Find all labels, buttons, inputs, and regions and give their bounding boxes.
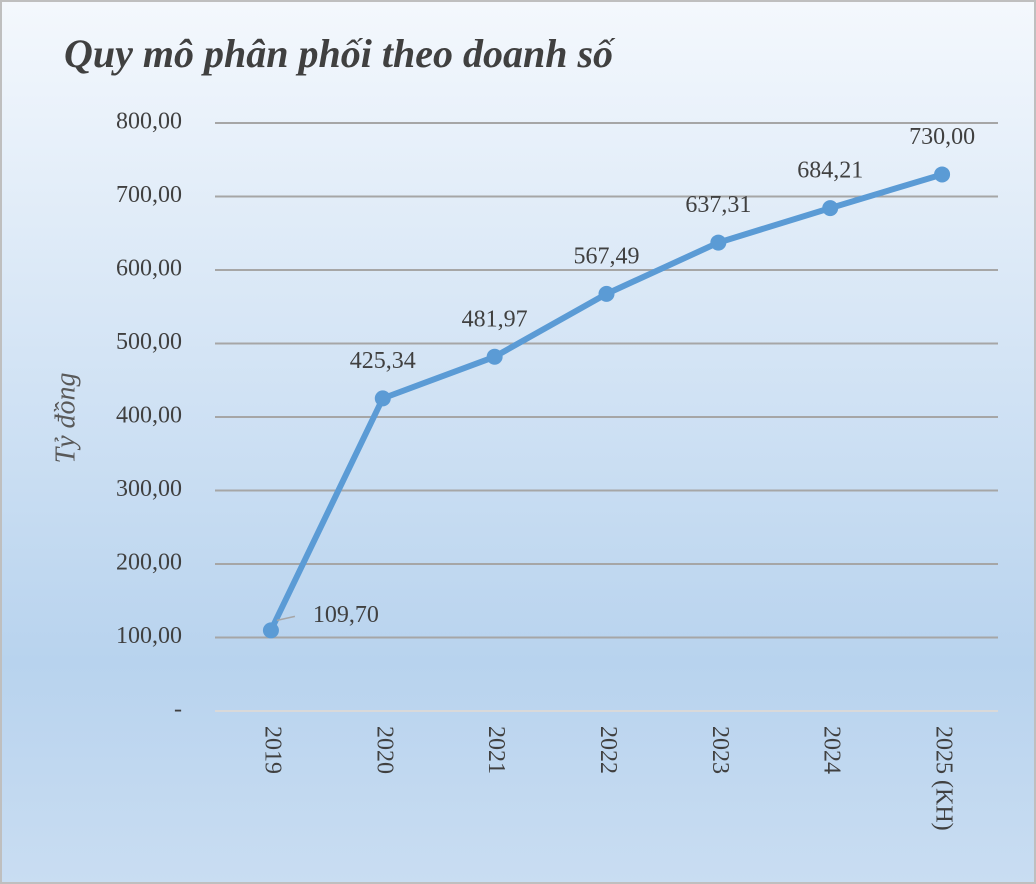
data-label: 637,31 xyxy=(685,192,751,218)
y-tick-label: - xyxy=(174,697,182,723)
data-point xyxy=(598,285,615,302)
y-axis-label: Tỷ đồng xyxy=(50,373,81,464)
data-label: 567,49 xyxy=(574,243,640,269)
y-tick-label: 300,00 xyxy=(116,476,182,502)
x-tick-label: 2021 xyxy=(483,726,509,774)
data-point xyxy=(486,348,503,365)
data-point xyxy=(262,622,279,639)
chart-title: Quy mô phân phối theo doanh số xyxy=(64,31,616,76)
y-tick-label: 500,00 xyxy=(116,329,182,355)
data-point xyxy=(934,166,951,183)
data-label: 481,97 xyxy=(462,306,528,332)
x-tick-label: 2024 xyxy=(819,726,845,774)
y-tick-label: 100,00 xyxy=(116,623,182,649)
data-label: 730,00 xyxy=(909,124,975,150)
y-tick-label: 600,00 xyxy=(116,256,182,282)
x-tick-label: 2025 (KH) xyxy=(931,726,957,831)
leader-line xyxy=(276,615,296,622)
y-tick-label: 400,00 xyxy=(116,403,182,429)
x-tick-label: 2023 xyxy=(707,726,733,774)
data-point xyxy=(374,390,391,407)
x-tick-label: 2022 xyxy=(595,726,621,774)
data-point xyxy=(710,234,727,251)
y-tick-label: 700,00 xyxy=(116,182,182,208)
x-tick-label: 2019 xyxy=(259,726,285,774)
y-tick-label: 200,00 xyxy=(116,550,182,576)
data-label: 684,21 xyxy=(797,158,863,184)
data-label: 109,70 xyxy=(313,602,379,628)
x-tick-label: 2020 xyxy=(371,726,397,774)
y-tick-label: 800,00 xyxy=(116,109,182,135)
data-point xyxy=(822,200,839,217)
data-label: 425,34 xyxy=(350,348,416,374)
